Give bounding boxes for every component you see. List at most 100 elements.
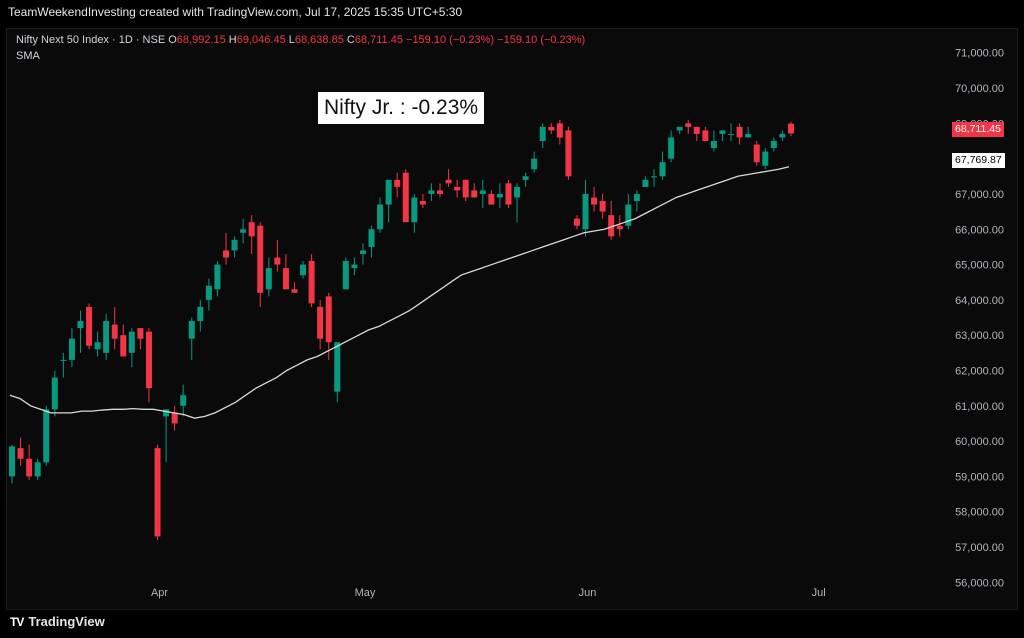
candle-body [710,140,717,149]
candle-body [257,225,264,293]
candle-body [514,186,521,198]
candle-body [180,395,187,406]
candle-body [171,412,178,424]
x-tick-label: Apr [151,587,168,599]
candle-body [753,144,760,163]
candle-body [317,306,324,339]
candle-body [505,183,512,205]
change-value: −159.10 (−0.23%) [406,34,495,46]
candle-body [86,306,93,346]
x-tick-label: Jul [812,587,826,599]
candle-body [779,133,786,138]
close-value: 68,711.45 [354,34,403,46]
tradingview-logo-icon: TV [10,614,24,629]
candle-body [556,123,563,138]
candle-body [668,137,675,159]
y-tick-label: 70,000.00 [955,83,1004,95]
candle-body [240,229,247,233]
candle-body [334,342,341,392]
candle-body [608,215,615,237]
candle-body [479,190,486,194]
candle-body [214,264,221,290]
candles-layer [9,119,794,540]
candle-body [385,179,392,205]
y-tick-label: 60,000.00 [955,436,1004,448]
candle-body [548,126,555,131]
candle-body [728,133,735,135]
y-tick-label: 71,000.00 [955,48,1004,60]
candle-body [745,133,752,138]
symbol-name[interactable]: Nifty Next 50 Index · 1D · NSE [16,34,166,46]
candle-body [676,126,683,131]
candle-body [308,261,315,304]
candle-body [625,204,632,226]
candle-body [51,377,58,410]
candle-body [454,186,461,191]
candle-body [9,446,15,477]
candle-body [351,264,358,269]
low-value: 68,638.85 [294,34,344,46]
candle-body [437,190,443,194]
candle-body [693,126,700,134]
tradingview-branding[interactable]: TV TradingView [10,614,105,629]
candle-body [274,257,281,265]
candle-body [651,176,657,178]
candle-body [300,264,307,276]
sma-layer [9,166,790,419]
y-tick-label: 56,000.00 [955,577,1004,589]
time-axis: Apr May Jun Jul [151,587,826,599]
open-label: O [168,34,177,46]
high-label: H [228,34,237,46]
candle-body [103,321,110,353]
x-tick-label: May [355,587,376,599]
y-tick-label: 63,000.00 [955,330,1004,342]
candle-body [368,229,375,247]
candle-body [231,239,238,251]
candle-body [599,201,606,212]
high-value: 69,046.45 [236,34,286,46]
symbol-legend[interactable]: Nifty Next 50 Index · 1D · NSE O68,992.1… [16,34,585,46]
candle-body [642,179,649,187]
candle-body [394,179,401,187]
y-tick-label: 61,000.00 [955,401,1004,413]
candle-body [702,130,709,141]
indicator-legend-sma[interactable]: SMA [16,50,40,62]
candle-body [145,331,152,389]
candle-body [719,130,726,134]
y-tick-label: 64,000.00 [955,295,1004,307]
annotation-label: Nifty Jr. : -0.23% [318,92,485,124]
y-tick-label: 62,000.00 [955,365,1004,377]
candle-body [197,306,204,322]
candle-body [26,458,33,477]
last-price-tag: 68,711.45 [952,122,1004,137]
open-value: 68,992.15 [176,34,226,46]
candle-body [565,130,572,177]
candle-body [291,289,298,293]
candle-body [111,324,118,339]
candle-body [488,193,495,205]
candle-body [163,409,170,417]
candle-body [359,250,366,254]
candle-body [659,162,666,177]
candle-body [616,225,623,230]
y-tick-label: 57,000.00 [955,542,1004,554]
candle-body [787,123,794,134]
candle-body [68,338,75,360]
candle-body [342,261,349,290]
candle-body [462,179,469,198]
candle-body [471,190,478,198]
candle-body [445,179,452,184]
candle-body [573,218,580,226]
candle-body [128,331,135,353]
y-tick-label: 58,000.00 [955,507,1004,519]
change-value-secondary: −159.10 (−0.23%) [497,34,586,46]
candle-body [685,123,692,127]
plot-area[interactable] [6,28,1018,610]
candle-body [496,193,503,198]
y-tick-label: 65,000.00 [955,260,1004,272]
candle-body [120,335,127,357]
sma-value-tag: 67,769.87 [952,153,1005,168]
candle-body [531,158,538,170]
candle-body [539,126,546,141]
